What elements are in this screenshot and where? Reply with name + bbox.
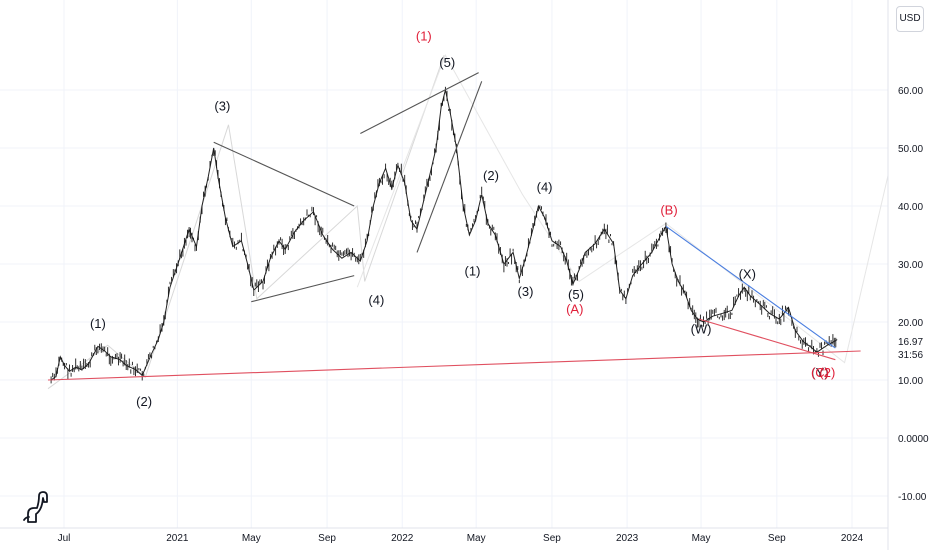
x-tick-label-1: 2021: [166, 533, 189, 544]
y-tick-label-6: 50.00: [898, 144, 923, 155]
trendline-4[interactable]: [665, 225, 836, 349]
x-tick-label-2: May: [242, 533, 261, 544]
x-axis[interactable]: Jul 2021 May Sep 2022 May Sep 2023 May Sep 2024: [0, 527, 888, 550]
wave-label-w5c: (5): [568, 287, 584, 302]
wave-labels: (1)(2)(3)(4)(1)(5)(1)(2)(3)(4)(5)(A)(B)(…: [90, 29, 835, 409]
series-line-0: [50, 89, 838, 381]
wave-label-w1a: (1): [90, 316, 106, 331]
y-tick-label-1: 0.0000: [898, 434, 929, 445]
x-tick-label-7: 2023: [616, 533, 639, 544]
y-tick-label-7: 60.00: [898, 86, 923, 97]
y-tick-label-5: 40.00: [898, 202, 923, 213]
trendlines[interactable]: [47, 72, 861, 381]
y-tick-label-2: 10.00: [898, 376, 923, 387]
wave-label-w2d: (2): [819, 365, 835, 380]
price-series: [50, 86, 838, 384]
wave-label-wA: (A): [566, 301, 583, 316]
wave-label-wB: (B): [660, 203, 677, 218]
trendline-3[interactable]: [416, 81, 483, 253]
wave-label-w5b: (5): [439, 55, 455, 70]
wave-label-w1c: (1): [465, 264, 481, 279]
grid-lines: [0, 0, 888, 528]
trendline-2[interactable]: [360, 72, 479, 134]
x-tick-label-8: May: [692, 533, 711, 544]
y-tick-label-4: 30.00: [898, 260, 923, 271]
x-tick-label-0: Jul: [58, 533, 71, 544]
x-tick-label-5: May: [467, 533, 486, 544]
y-axis[interactable]: -10.00 0.0000 10.00 20.00 30.00 40.00 50.00 60.…: [887, 0, 932, 550]
x-axis-bg: [0, 528, 888, 550]
x-tick-label-4: 2022: [391, 533, 414, 544]
wave-label-w4c: (4): [537, 180, 553, 195]
last-price-tag: 16.97 31:56: [898, 337, 923, 361]
wave-label-w1red: (1): [416, 29, 432, 44]
y-tick-label-0: -10.00: [898, 492, 927, 503]
trendline-1[interactable]: [251, 275, 355, 303]
last-price-label: 16.97: [898, 337, 923, 348]
trendline-0[interactable]: [213, 141, 355, 207]
wave-label-wY: (Y): [811, 365, 828, 380]
tradingview-dino-logo[interactable]: [22, 490, 50, 524]
wave-label-w3a: (3): [214, 98, 230, 113]
wave-label-w2a: (2): [136, 394, 152, 409]
wave-label-w3c: (3): [518, 284, 534, 299]
faint-wave-0: [47, 55, 445, 390]
x-tick-label-6: Sep: [543, 533, 561, 544]
x-tick-label-3: Sep: [318, 533, 336, 544]
dino-icon: [23, 491, 48, 523]
faint-wave-paths: [47, 54, 890, 390]
wave-label-wX: (X): [739, 267, 756, 282]
currency-button[interactable]: USD: [896, 6, 924, 32]
wave-label-w4a: (4): [368, 293, 384, 308]
wave-label-wC: (C): [811, 365, 829, 380]
x-tick-label-10: 2024: [841, 533, 864, 544]
trendline-6[interactable]: [47, 350, 861, 381]
y-axis-bg: [888, 0, 932, 550]
wave-label-wW: (W): [691, 322, 712, 337]
x-tick-label-9: Sep: [768, 533, 786, 544]
bar-countdown-label: 31:56: [898, 350, 923, 361]
y-tick-label-3: 20.00: [898, 318, 923, 329]
wave-label-w2c: (2): [483, 168, 499, 183]
faint-wave-1: [356, 54, 890, 364]
